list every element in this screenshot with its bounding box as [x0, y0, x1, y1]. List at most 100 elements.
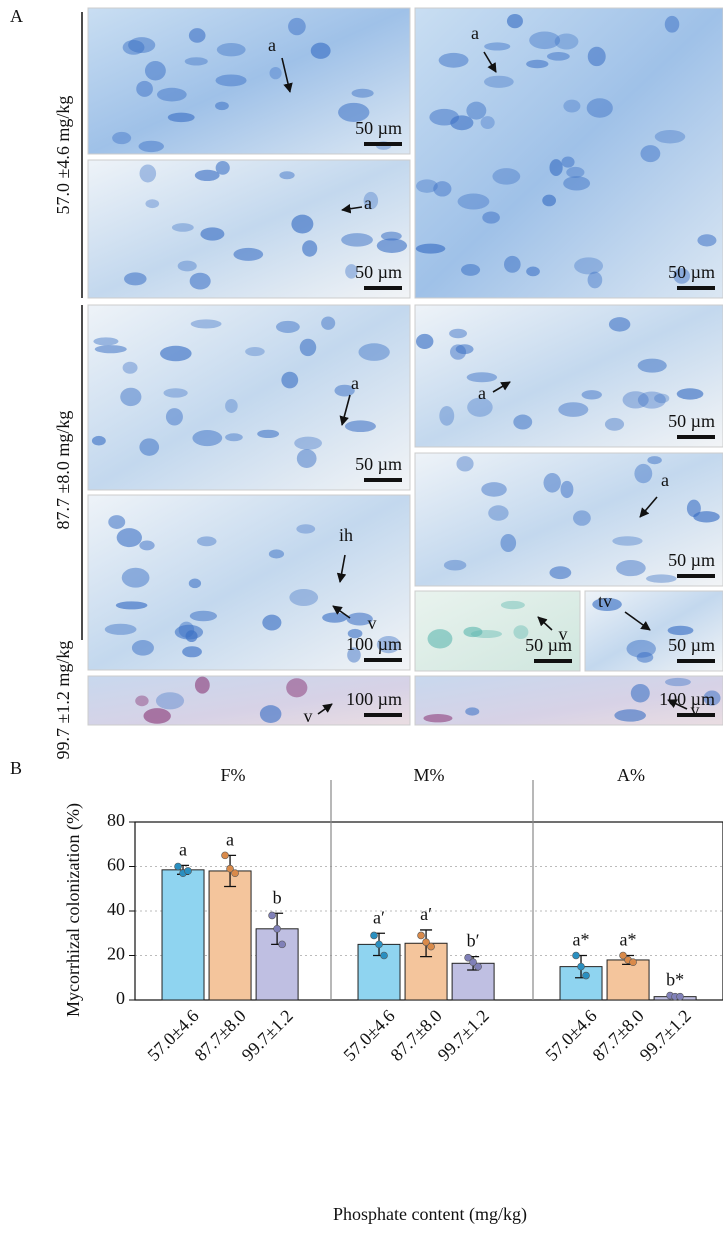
- cell: [549, 159, 562, 176]
- scale-bar: [677, 659, 715, 663]
- cell: [139, 141, 164, 152]
- cell: [449, 329, 467, 338]
- data-point: [222, 852, 229, 859]
- cell: [217, 43, 246, 56]
- data-point: [583, 972, 590, 979]
- cell: [561, 157, 574, 168]
- annotation: a: [661, 470, 669, 490]
- cell: [563, 100, 580, 113]
- scale-bar-label: 50 µm: [668, 635, 715, 655]
- cell: [164, 388, 188, 397]
- cell: [92, 436, 106, 446]
- cell: [140, 164, 157, 182]
- scale-bar-label: 100 µm: [346, 689, 402, 709]
- scale-bar: [677, 574, 715, 578]
- cell: [192, 430, 222, 446]
- scale-bar: [677, 435, 715, 439]
- scale-bar: [364, 286, 402, 290]
- panel-label: B: [10, 758, 22, 778]
- y-tick-label: 80: [107, 810, 125, 830]
- significance-label: a*: [620, 930, 637, 950]
- cell: [281, 372, 298, 389]
- cell: [352, 89, 374, 98]
- cell: [638, 359, 667, 373]
- cell: [122, 568, 150, 588]
- cell: [637, 652, 654, 663]
- cell: [587, 98, 613, 118]
- cell: [655, 130, 685, 143]
- cell: [190, 273, 211, 290]
- cell: [300, 339, 316, 356]
- annotation: tv: [598, 591, 612, 611]
- cell: [195, 677, 210, 694]
- y-tick-label: 0: [116, 988, 125, 1008]
- cell: [160, 346, 192, 361]
- cell: [504, 256, 521, 273]
- cell: [416, 244, 445, 254]
- cell: [157, 88, 187, 102]
- cell: [156, 692, 184, 709]
- cell: [321, 316, 335, 329]
- scale-bar-label: 50 µm: [355, 454, 402, 474]
- cell: [482, 212, 500, 224]
- cell: [381, 232, 402, 241]
- data-point: [371, 932, 378, 939]
- data-point: [573, 952, 580, 959]
- cell: [542, 195, 556, 207]
- bar: [607, 960, 649, 1000]
- cell: [185, 57, 208, 65]
- data-point: [232, 870, 239, 877]
- cell: [612, 536, 642, 545]
- cell: [260, 705, 282, 723]
- data-point: [428, 943, 435, 950]
- cell: [269, 549, 284, 558]
- cell: [563, 176, 590, 190]
- cell: [566, 167, 584, 178]
- y-tick-label: 60: [107, 855, 125, 875]
- cell: [450, 115, 473, 130]
- cell: [433, 181, 451, 196]
- cell: [296, 524, 315, 533]
- cell: [549, 566, 571, 579]
- cell: [262, 615, 281, 631]
- significance-label: b*: [666, 970, 684, 990]
- cell: [302, 240, 317, 256]
- cell: [215, 102, 229, 111]
- cell: [458, 194, 490, 210]
- cell: [311, 43, 331, 59]
- cell: [172, 223, 194, 232]
- scale-bar-label: 100 µm: [659, 689, 715, 709]
- cell: [444, 560, 466, 571]
- cell: [225, 433, 243, 441]
- group-label: 87.7 ±8.0 mg/kg: [53, 411, 73, 530]
- significance-label: b: [273, 887, 282, 907]
- data-point: [677, 993, 684, 1000]
- annotation: a: [268, 35, 276, 55]
- cell: [190, 611, 217, 622]
- cell: [95, 345, 127, 353]
- cell: [631, 684, 650, 703]
- cell: [276, 321, 300, 333]
- significance-label: a′: [420, 904, 432, 924]
- cell: [145, 61, 166, 80]
- cell: [191, 319, 222, 328]
- figure: A B a50 µma50 µma50 µma50 µmihv100 µma50…: [0, 0, 723, 1238]
- cell: [456, 456, 473, 471]
- cell: [189, 28, 206, 43]
- significance-label: a′: [373, 907, 385, 927]
- cell: [289, 589, 318, 606]
- facet-title: A%: [617, 765, 645, 785]
- data-point: [630, 959, 637, 966]
- cell: [345, 420, 376, 432]
- cell: [588, 47, 606, 66]
- data-point: [274, 925, 281, 932]
- cell: [297, 449, 317, 468]
- y-tick-label: 20: [107, 944, 125, 964]
- annotation: a: [351, 373, 359, 393]
- cell: [257, 430, 279, 438]
- significance-label: a*: [573, 930, 590, 950]
- cell: [416, 334, 433, 349]
- cell: [128, 37, 155, 53]
- cell: [481, 482, 507, 497]
- cell: [609, 317, 630, 331]
